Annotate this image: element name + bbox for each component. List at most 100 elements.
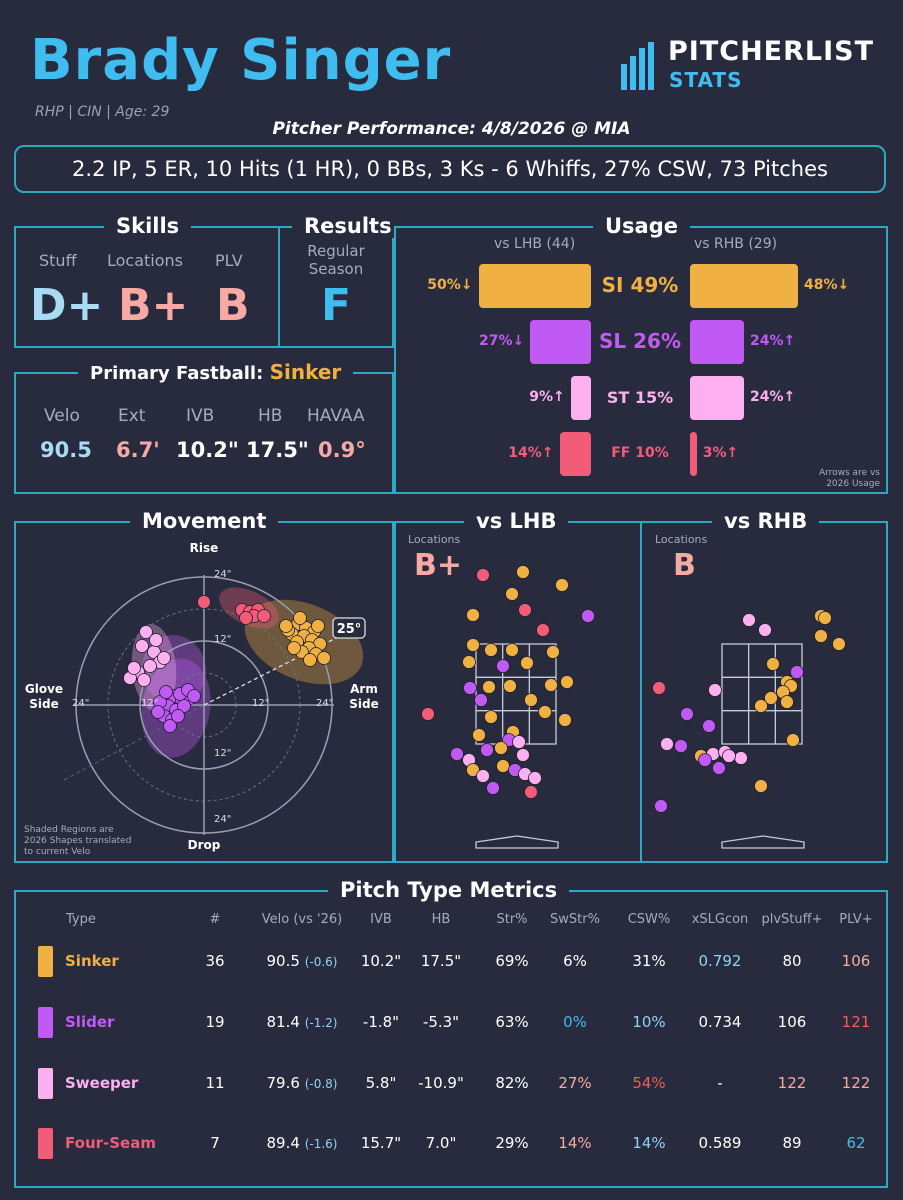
- movement-box: Movement: [14, 509, 394, 863]
- divider: [278, 227, 280, 347]
- location-pitch-point: [518, 603, 532, 617]
- usage-lhb-pct: 9%↑: [529, 389, 565, 405]
- pitch-xslgcon: 0.792: [698, 952, 742, 970]
- movement-pitch-point: [171, 709, 185, 723]
- svg-text:12": 12": [214, 634, 231, 645]
- location-pitch-point: [472, 728, 486, 742]
- pitch-type: Sweeper: [65, 1074, 139, 1092]
- location-pitch-point: [538, 705, 552, 719]
- usage-pitch-label: FF 10%: [611, 444, 669, 461]
- location-pitch-point: [581, 609, 595, 623]
- logo-text: PITCHERLIST: [668, 36, 875, 67]
- location-pitch-point: [496, 659, 510, 673]
- pitch-type: Sinker: [65, 952, 119, 970]
- table-header: HB: [431, 912, 451, 927]
- pitch-strike-pct: 82%: [495, 1074, 529, 1092]
- pitch-count: 19: [205, 1013, 225, 1031]
- pitch-ivb: 15.7": [360, 1134, 402, 1152]
- movement-pitch-point: [149, 633, 163, 647]
- location-pitch-point: [558, 713, 572, 727]
- lhb-count: vs LHB (44): [494, 236, 576, 252]
- svg-text:12": 12": [214, 748, 231, 759]
- velo-label: Velo: [44, 406, 80, 426]
- location-pitch-point: [486, 781, 500, 795]
- logo-subtext: STATS: [669, 68, 743, 92]
- usage-box: Usage: [394, 214, 888, 494]
- location-pitch-point: [524, 693, 538, 707]
- pitch-velo: 89.4 (-1.6): [266, 1134, 338, 1152]
- svg-text:12": 12": [141, 698, 158, 709]
- rhb-locations-box: vs RHB: [640, 509, 888, 863]
- ivb-label: IVB: [186, 406, 215, 426]
- location-pitch-point: [702, 719, 716, 733]
- location-pitch-point: [652, 681, 666, 695]
- location-pitch-point: [476, 568, 490, 582]
- usage-lhb-pct: 50%↓: [427, 277, 473, 293]
- pitch-velo: 90.5 (-0.6): [266, 952, 338, 970]
- table-header: plvStuff+: [761, 912, 823, 927]
- havaa-value: 0.9°: [318, 438, 366, 462]
- movement-pitch-point: [135, 639, 149, 653]
- rhb-locations-grade: B: [673, 548, 696, 583]
- table-header: SwStr%: [550, 912, 600, 927]
- table-header: Str%: [496, 912, 528, 927]
- location-pitch-point: [708, 683, 722, 697]
- home-plate: [475, 835, 559, 849]
- location-pitch-point: [466, 763, 480, 777]
- movement-note: Shaded Regions are: [24, 825, 114, 835]
- locations-grade: B+: [118, 280, 189, 331]
- rhb-title: vs RHB: [712, 509, 820, 533]
- location-pitch-point: [512, 735, 526, 749]
- location-pitch-point: [764, 691, 778, 705]
- pitch-xslgcon: 0.734: [698, 1013, 742, 1031]
- pitch-color-swatch: [38, 1007, 53, 1038]
- location-pitch-point: [654, 799, 668, 813]
- movement-pitch-point: [187, 689, 201, 703]
- location-pitch-point: [476, 769, 490, 783]
- pitch-swstr-pct: 14%: [558, 1134, 592, 1152]
- velo-value: 90.5: [40, 438, 92, 462]
- pitch-type: Slider: [65, 1013, 115, 1031]
- lhb-location-plot: [421, 565, 595, 849]
- pitch-hb: 7.0": [425, 1134, 457, 1152]
- svg-text:Side: Side: [29, 697, 58, 711]
- usage-pitch-label: SL 26%: [599, 329, 681, 353]
- svg-text:12": 12": [252, 698, 269, 709]
- table-header: Velo (vs '26): [261, 912, 343, 927]
- pitch-csw-pct: 14%: [632, 1134, 666, 1152]
- pitcher-name: Brady Singer: [30, 28, 452, 93]
- rhb-locations-label: Locations: [655, 533, 708, 546]
- location-pitch-point: [516, 748, 530, 762]
- svg-text:24": 24": [72, 698, 89, 709]
- pitch-count: 7: [210, 1134, 220, 1152]
- usage-lhb-pct: 27%↓: [479, 333, 525, 349]
- rhb-location-plot: [652, 609, 846, 849]
- glove-label: Glove: [25, 682, 63, 696]
- movement-pitch-point: [279, 619, 293, 633]
- pitch-plvstuff: 122: [777, 1074, 807, 1092]
- home-plate: [721, 835, 805, 849]
- performance-title: Pitcher Performance: 4/8/2026 @ MIA: [272, 119, 631, 139]
- arm-angle-label: 25°: [337, 622, 362, 637]
- results-grade: F: [320, 280, 352, 331]
- pitch-csw-pct: 31%: [632, 952, 666, 970]
- usage-bar-lhb: [570, 376, 591, 420]
- location-pitch-point: [466, 608, 480, 622]
- rhb-count: vs RHB (29): [694, 236, 778, 252]
- fastball-title: Primary Fastball: Sinker: [78, 360, 354, 384]
- rise-label: Rise: [190, 541, 219, 555]
- movement-plot: 25° Rise Drop Glove Side Arm Side 24" 12…: [24, 541, 379, 857]
- pitch-plv: 122: [841, 1074, 871, 1092]
- pitch-count: 36: [205, 952, 225, 970]
- location-pitch-point: [505, 587, 519, 601]
- location-pitch-point: [516, 565, 530, 579]
- velo-delta: (-0.6): [304, 955, 338, 969]
- pitch-xslgcon: 0.589: [698, 1134, 742, 1152]
- location-pitch-point: [505, 643, 519, 657]
- pitch-strike-pct: 69%: [495, 952, 529, 970]
- location-pitch-point: [528, 771, 542, 785]
- location-pitch-point: [482, 680, 496, 694]
- velo-delta: (-1.2): [304, 1016, 338, 1030]
- svg-text:to current Velo: to current Velo: [24, 847, 91, 857]
- usage-rhb-pct: 24%↑: [750, 389, 796, 405]
